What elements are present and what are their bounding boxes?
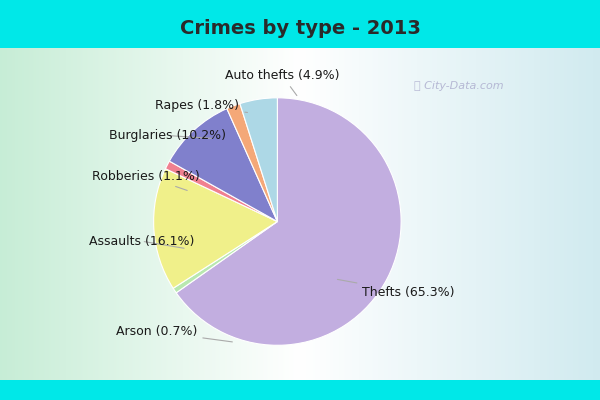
Wedge shape [227,104,277,222]
Wedge shape [169,108,277,222]
Text: Auto thefts (4.9%): Auto thefts (4.9%) [224,69,339,96]
Wedge shape [173,222,277,293]
Text: Thefts (65.3%): Thefts (65.3%) [337,279,455,299]
Wedge shape [176,98,401,345]
Text: Arson (0.7%): Arson (0.7%) [116,325,232,342]
Text: ⓘ City-Data.com: ⓘ City-Data.com [414,81,504,91]
Text: Assaults (16.1%): Assaults (16.1%) [89,235,194,248]
Wedge shape [240,98,277,222]
Text: Burglaries (10.2%): Burglaries (10.2%) [109,129,226,142]
Text: Crimes by type - 2013: Crimes by type - 2013 [179,18,421,38]
Text: Rapes (1.8%): Rapes (1.8%) [155,99,247,112]
Wedge shape [154,169,277,288]
Wedge shape [166,161,277,222]
Text: Robberies (1.1%): Robberies (1.1%) [92,170,200,190]
